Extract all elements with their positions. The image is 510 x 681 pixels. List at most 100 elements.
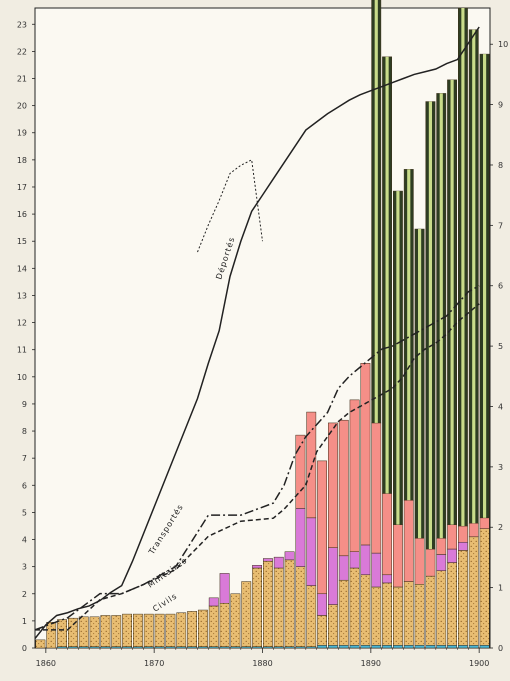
y-right-tick-label: 8 (498, 161, 503, 170)
y-left-tick-label: 22 (17, 47, 27, 56)
plot-area (34, 7, 491, 649)
bar-pink-1893 (403, 499, 414, 582)
x-tick-label: 1880 (252, 659, 272, 668)
x-tick-label: 1870 (144, 659, 164, 668)
bar-tan-1883 (295, 566, 306, 647)
bar-tan-1875 (208, 605, 219, 647)
bar-stripe-1894 (418, 229, 422, 539)
y-left-tick-label: 15 (17, 237, 27, 246)
bar-blue-1888 (349, 645, 360, 649)
bar-pink-1900 (479, 517, 490, 529)
bar-tan-1895 (425, 575, 436, 646)
bar-tan-1887 (338, 579, 349, 646)
bar-stripe-1896 (439, 93, 443, 539)
bar-tan-1871 (165, 613, 176, 647)
bar-blue-1899 (468, 645, 479, 649)
y-left-tick-label: 0 (22, 644, 27, 653)
x-tick-label: 1860 (36, 659, 56, 668)
y-left-tick-label: 1 (22, 617, 27, 626)
bar-tan-1867 (122, 613, 132, 647)
y-left-tick-label: 23 (17, 20, 27, 29)
y-right-tick-label: 2 (498, 523, 503, 532)
y-right-tick-label: 10 (498, 40, 508, 49)
y-left-tick-label: 21 (17, 75, 27, 84)
bar-magenta-1882 (284, 551, 295, 561)
bar-tan-1896 (436, 570, 447, 646)
bar-pink-1888 (349, 399, 360, 552)
bar-magenta-1876 (219, 573, 230, 604)
y-left-tick-label: 12 (17, 319, 27, 328)
bar-magenta-1883 (295, 508, 306, 567)
bar-tan-1884 (306, 585, 317, 647)
y-right-tick-label: 9 (498, 101, 503, 110)
bar-stripe-1900 (483, 54, 487, 518)
bar-stripe-1890 (374, 0, 378, 423)
y-left-tick-label: 9 (22, 400, 27, 409)
bar-blue-1889 (360, 645, 371, 649)
y-left-tick-label: 7 (22, 454, 27, 463)
y-left-tick-label: 10 (17, 373, 27, 382)
bar-tan-1862 (68, 617, 78, 647)
bar-stripe-1899 (472, 29, 476, 524)
bar-pink-1885 (317, 460, 327, 595)
x-tick-label: 1900 (469, 659, 489, 668)
bar-magenta-1889 (360, 544, 371, 576)
bar-pink-1899 (468, 523, 479, 538)
bar-pink-1897 (447, 524, 457, 550)
bar-magenta-1887 (338, 555, 349, 581)
y-right-tick-label: 0 (498, 644, 503, 653)
bar-tan-1874 (198, 609, 208, 647)
bar-tan-1886 (328, 604, 338, 646)
bar-tan-1866 (111, 615, 122, 647)
bar-tan-1889 (360, 574, 371, 646)
bar-pink-1884 (306, 411, 317, 519)
bar-tan-1864 (89, 616, 100, 647)
bar-blue-1898 (458, 645, 468, 649)
bar-tan-1894 (414, 584, 425, 646)
bar-blue-1893 (403, 645, 414, 649)
y-left-tick-label: 6 (22, 481, 27, 490)
bar-blue-1900 (479, 645, 490, 649)
bar-tan-1870 (154, 613, 165, 647)
y-left-tick-label: 14 (17, 264, 27, 273)
bar-blue-1895 (425, 645, 436, 649)
bar-tan-1878 (241, 581, 252, 647)
y-right-tick-label: 7 (498, 221, 503, 230)
bar-tan-1872 (176, 612, 187, 647)
bar-tan-1868 (133, 613, 143, 647)
bar-tan-1869 (143, 613, 154, 647)
bar-tan-1865 (100, 615, 111, 647)
bar-magenta-1891 (382, 574, 392, 584)
bar-magenta-1897 (447, 548, 457, 563)
bar-magenta-1890 (371, 552, 382, 588)
bar-tan-1888 (349, 567, 360, 646)
y-right-tick-label: 1 (498, 584, 503, 593)
bar-tan-1863 (78, 616, 89, 647)
bar-blue-1894 (414, 645, 425, 649)
bar-pink-1890 (371, 422, 382, 554)
bar-tan-1880 (263, 560, 273, 647)
y-left-tick-label: 2 (22, 590, 27, 599)
y-left-tick-label: 3 (22, 563, 27, 572)
bar-magenta-1880 (263, 558, 273, 562)
bars-layer (35, 0, 490, 649)
y-left-tick-label: 5 (22, 508, 27, 517)
bar-magenta-1886 (328, 547, 338, 605)
bar-tan-1891 (382, 582, 392, 646)
bar-pink-1886 (328, 422, 338, 548)
line-transportes (34, 26, 480, 639)
bar-tan-1873 (187, 611, 197, 647)
bar-tan-1885 (317, 615, 327, 646)
y-right-tick-label: 3 (498, 463, 503, 472)
bar-pink-1898 (458, 525, 468, 543)
bar-tan-1900 (479, 528, 490, 646)
y-right-tick-label: 6 (498, 282, 503, 291)
bar-stripe-1893 (407, 169, 411, 501)
bar-tan-1876 (219, 603, 230, 647)
bar-pink-1883 (295, 434, 306, 509)
bar-tan-1859 (35, 639, 46, 649)
bar-tan-1897 (447, 562, 457, 646)
y-left-tick-label: 13 (17, 291, 27, 300)
bar-pink-1896 (436, 537, 447, 555)
